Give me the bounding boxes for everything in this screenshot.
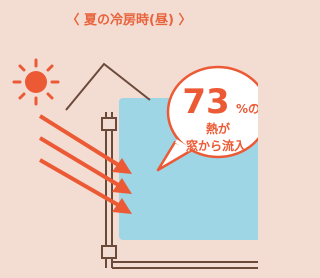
title: 〈 夏の冷房時(昼) 〉 (67, 12, 192, 28)
percentage-unit: %の (236, 102, 258, 116)
percentage-number: 73 (182, 82, 229, 122)
bubble-line: 窓から流入 (186, 138, 247, 153)
bubble-line: 熱が (206, 121, 230, 136)
illustration: 〈 夏の冷房時(昼) 〉 73 %の 熱が 窓から流入 (0, 0, 258, 278)
page: 〈 夏の冷房時(昼) 〉 73 %の 熱が 窓から流入 (() => { con… (0, 0, 258, 278)
sun (14, 60, 58, 104)
